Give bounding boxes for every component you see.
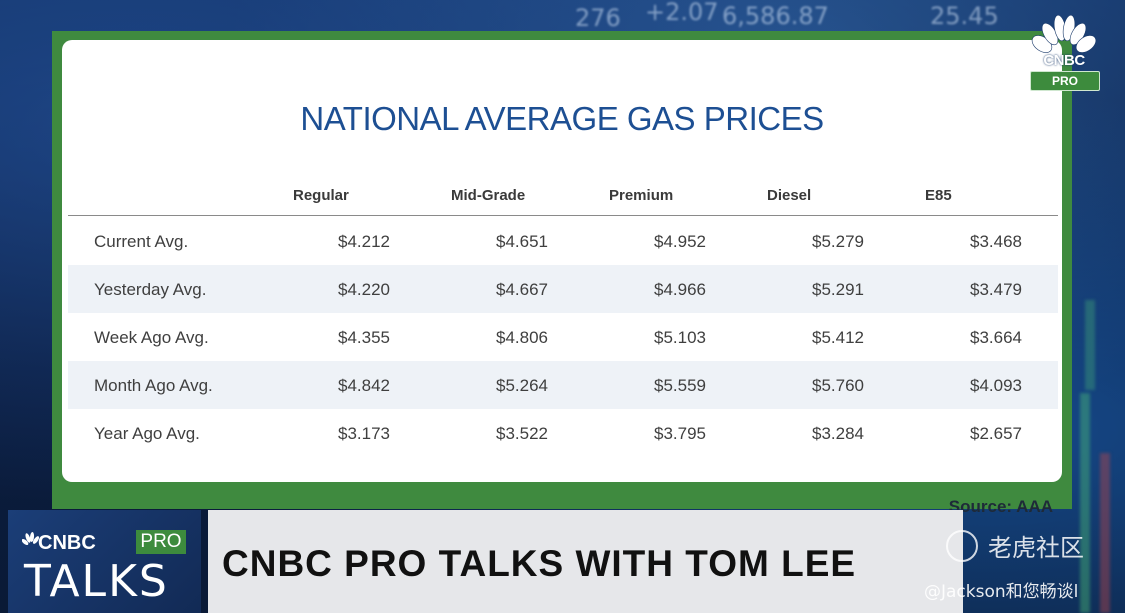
price-cell: $3.173 bbox=[338, 424, 390, 443]
gas-price-table-card: NATIONAL AVERAGE GAS PRICES Regular Mid-… bbox=[62, 40, 1062, 482]
row-label: Yesterday Avg. bbox=[94, 280, 207, 299]
price-cell: $4.806 bbox=[496, 328, 548, 347]
price-cell: $4.093 bbox=[970, 376, 1022, 395]
price-cell: $4.966 bbox=[654, 280, 706, 299]
table-title: NATIONAL AVERAGE GAS PRICES bbox=[300, 100, 824, 137]
column-header-premium: Premium bbox=[609, 187, 674, 204]
source-caption: Source: AAA bbox=[948, 497, 1053, 516]
show-name: TALKS bbox=[24, 556, 169, 607]
peacock-icon bbox=[1031, 14, 1097, 53]
watermark-user: @Jackson和您畅谈l bbox=[924, 582, 1079, 602]
price-cell: $3.522 bbox=[496, 424, 548, 443]
table-row: Week Ago Avg. $4.355 $4.806 $5.103 $5.41… bbox=[68, 313, 1058, 361]
column-header-diesel: Diesel bbox=[767, 187, 812, 204]
show-logo-panel: CNBC PRO TALKS bbox=[8, 510, 201, 613]
price-cell: $5.412 bbox=[812, 328, 864, 347]
price-cell: $5.264 bbox=[496, 376, 548, 395]
table-row: Month Ago Avg. $4.842 $5.264 $5.559 $5.7… bbox=[68, 361, 1058, 409]
background-ticker: 25.45 bbox=[930, 2, 999, 30]
background-bar bbox=[1100, 453, 1110, 613]
price-cell: $5.291 bbox=[812, 280, 864, 299]
price-cell: $5.559 bbox=[654, 376, 706, 395]
price-cell: $3.479 bbox=[970, 280, 1022, 299]
peacock-icon bbox=[22, 532, 40, 545]
price-cell: $4.220 bbox=[338, 280, 390, 299]
headline-text: CNBC PRO TALKS WITH TOM LEE bbox=[222, 543, 857, 584]
logo-pro-badge: PRO bbox=[1030, 71, 1100, 91]
price-cell: $4.952 bbox=[654, 232, 706, 251]
background-ticker: +2.07 bbox=[645, 0, 719, 26]
price-cell: $5.279 bbox=[812, 232, 864, 251]
show-brand: CNBC bbox=[38, 532, 96, 554]
background-ticker: 6,586.87 bbox=[722, 2, 829, 30]
price-cell: $4.355 bbox=[338, 328, 390, 347]
logo-wordmark: CNBC bbox=[1043, 52, 1085, 69]
price-cell: $5.760 bbox=[812, 376, 864, 395]
row-label: Current Avg. bbox=[94, 232, 189, 251]
column-header-regular: Regular bbox=[293, 187, 349, 204]
price-cell: $3.284 bbox=[812, 424, 864, 443]
row-label: Week Ago Avg. bbox=[94, 328, 209, 347]
show-pro-badge: PRO bbox=[136, 530, 186, 554]
watermark-brand: 老虎社区 bbox=[988, 534, 1084, 562]
tiger-community-icon bbox=[946, 530, 978, 562]
table-row: Current Avg. $4.212 $4.651 $4.952 $5.279… bbox=[68, 217, 1058, 265]
background-bar bbox=[1085, 300, 1095, 390]
price-cell: $4.667 bbox=[496, 280, 548, 299]
price-cell: $4.651 bbox=[496, 232, 548, 251]
column-header-e85: E85 bbox=[925, 187, 952, 204]
price-cell: $5.103 bbox=[654, 328, 706, 347]
background-bar bbox=[1080, 393, 1090, 613]
price-cell: $3.795 bbox=[654, 424, 706, 443]
table-row: Year Ago Avg. $3.173 $3.522 $3.795 $3.28… bbox=[68, 409, 1058, 457]
cnbc-pro-logo: CNBC PRO bbox=[1028, 14, 1100, 91]
price-cell: $3.468 bbox=[970, 232, 1022, 251]
row-label: Year Ago Avg. bbox=[94, 424, 200, 443]
background-ticker: 276 bbox=[575, 4, 621, 32]
headline-bar: CNBC PRO TALKS WITH TOM LEE bbox=[208, 510, 963, 613]
table-row: Yesterday Avg. $4.220 $4.667 $4.966 $5.2… bbox=[68, 265, 1058, 313]
column-header-mid-grade: Mid-Grade bbox=[451, 187, 526, 204]
price-cell: $4.842 bbox=[338, 376, 390, 395]
row-label: Month Ago Avg. bbox=[94, 376, 213, 395]
price-cell: $4.212 bbox=[338, 232, 390, 251]
header-divider bbox=[68, 215, 1058, 216]
price-cell: $3.664 bbox=[970, 328, 1022, 347]
price-cell: $2.657 bbox=[970, 424, 1022, 443]
